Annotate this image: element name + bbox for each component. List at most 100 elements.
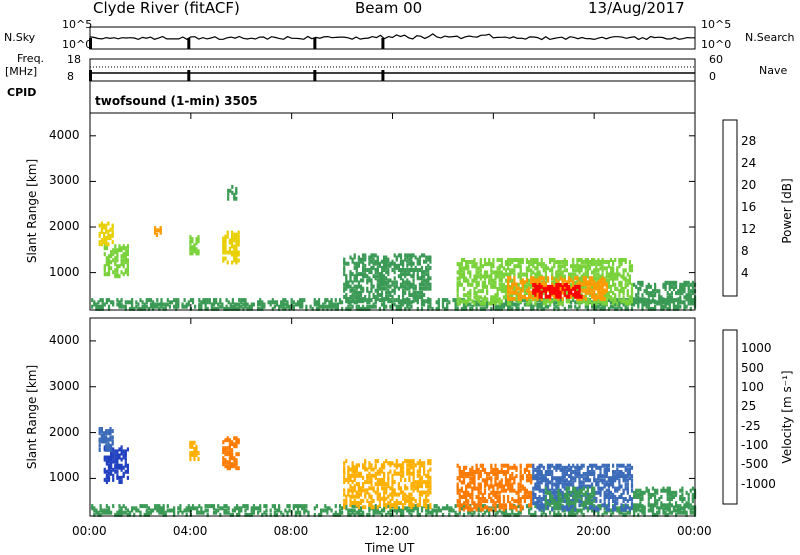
heatmap-cell bbox=[265, 504, 267, 508]
heatmap-cell bbox=[599, 275, 601, 279]
heatmap-cell bbox=[551, 474, 553, 478]
heatmap-cell bbox=[190, 298, 192, 302]
heatmap-cell bbox=[469, 476, 471, 480]
heatmap-cell bbox=[373, 262, 375, 266]
heatmap-cell bbox=[644, 505, 646, 509]
heatmap-cell bbox=[413, 503, 415, 507]
heatmap-cell bbox=[526, 478, 528, 482]
heatmap-cell bbox=[547, 505, 549, 509]
heatmap-cell bbox=[425, 495, 427, 499]
heatmap-cell bbox=[547, 485, 549, 489]
heatmap-cell bbox=[560, 283, 562, 287]
heatmap-cell bbox=[574, 470, 576, 474]
heatmap-cell bbox=[224, 458, 226, 462]
heatmap-cell bbox=[543, 508, 545, 512]
heatmap-cell bbox=[257, 511, 259, 515]
heatmap-cell bbox=[618, 281, 620, 285]
heatmap-cell bbox=[205, 509, 207, 513]
heatmap-cell bbox=[616, 302, 618, 306]
heatmap-cell bbox=[127, 262, 129, 266]
heatmap-cell bbox=[106, 256, 108, 260]
heatmap-cell bbox=[421, 291, 423, 295]
heatmap-cell bbox=[627, 273, 629, 277]
heatmap-cell bbox=[391, 503, 393, 507]
heatmap-cell bbox=[593, 499, 595, 503]
heatmap-cell bbox=[566, 466, 568, 470]
heatmap-cell bbox=[564, 258, 566, 262]
heatmap-cell bbox=[635, 503, 637, 507]
heatmap-cell bbox=[349, 499, 351, 503]
heatmap-cell bbox=[570, 300, 572, 304]
heatmap-cell bbox=[675, 291, 677, 295]
heatmap-cell bbox=[515, 466, 517, 470]
heatmap-cell bbox=[528, 291, 530, 295]
heatmap-cell bbox=[591, 258, 593, 262]
heatmap-cell bbox=[400, 260, 402, 264]
heatmap-cell bbox=[108, 258, 110, 262]
scan-marker bbox=[313, 38, 316, 49]
heatmap-cell bbox=[471, 283, 473, 287]
heatmap-cell bbox=[349, 509, 351, 513]
heatmap-cell bbox=[612, 493, 614, 497]
heatmap-cell bbox=[476, 281, 478, 285]
heatmap-cell bbox=[589, 291, 591, 295]
heatmap-cell bbox=[139, 504, 141, 508]
heatmap-cell bbox=[213, 298, 215, 302]
heatmap-cell bbox=[377, 478, 379, 482]
heatmap-cell bbox=[339, 298, 341, 302]
heatmap-cell bbox=[110, 511, 112, 515]
heatmap-cell bbox=[116, 470, 118, 474]
heatmap-cell bbox=[545, 295, 547, 299]
heatmap-cell bbox=[528, 491, 530, 495]
heatmap-cell bbox=[589, 299, 591, 303]
heatmap-cell bbox=[478, 483, 480, 487]
heatmap-cell bbox=[253, 504, 255, 508]
heatmap-cell bbox=[507, 495, 509, 499]
heatmap-cell bbox=[610, 270, 612, 274]
heatmap-cell bbox=[423, 480, 425, 484]
heatmap-cell bbox=[515, 297, 517, 301]
heatmap-cell bbox=[526, 289, 528, 293]
heatmap-cell bbox=[125, 305, 127, 309]
heatmap-cell bbox=[545, 470, 547, 474]
heatmap-cell bbox=[662, 508, 664, 512]
heatmap-cell bbox=[528, 470, 530, 474]
heatmap-cell bbox=[139, 298, 141, 302]
heatmap-cell bbox=[425, 503, 427, 507]
heatmap-cell bbox=[476, 266, 478, 270]
heatmap-cell bbox=[179, 504, 181, 508]
heatmap-cell bbox=[583, 493, 585, 497]
heatmap-cell bbox=[349, 295, 351, 299]
heatmap-cell bbox=[534, 273, 536, 277]
heatmap-cell bbox=[589, 501, 591, 505]
heatmap-cell bbox=[503, 303, 505, 307]
heatmap-cell bbox=[677, 302, 679, 306]
heatmap-cell bbox=[520, 489, 522, 493]
heatmap-cell bbox=[578, 495, 580, 499]
heatmap-cell bbox=[465, 293, 467, 297]
heatmap-cell bbox=[463, 287, 465, 291]
heatmap-cell bbox=[112, 478, 114, 482]
heatmap-cell bbox=[520, 293, 522, 297]
scan-marker bbox=[313, 70, 316, 81]
heatmap-cell bbox=[415, 499, 417, 503]
heatmap-cell bbox=[219, 305, 221, 309]
heatmap-cell bbox=[679, 295, 681, 299]
heatmap-cell bbox=[646, 285, 648, 289]
heatmap-cell bbox=[413, 480, 415, 484]
heatmap-cell bbox=[343, 461, 345, 465]
heatmap-cell bbox=[93, 300, 95, 304]
heatmap-cell bbox=[114, 449, 116, 453]
heatmap-cell bbox=[286, 511, 288, 515]
heatmap-cell bbox=[406, 486, 408, 490]
heatmap-cell bbox=[259, 298, 261, 302]
heatmap-cell bbox=[345, 293, 347, 297]
heatmap-cell bbox=[591, 505, 593, 509]
heatmap-cell bbox=[581, 480, 583, 484]
heatmap-cell bbox=[370, 478, 372, 482]
heatmap-cell bbox=[589, 493, 591, 497]
heatmap-cell bbox=[568, 503, 570, 507]
heatmap-cell bbox=[121, 458, 123, 462]
heatmap-cell bbox=[356, 482, 358, 486]
